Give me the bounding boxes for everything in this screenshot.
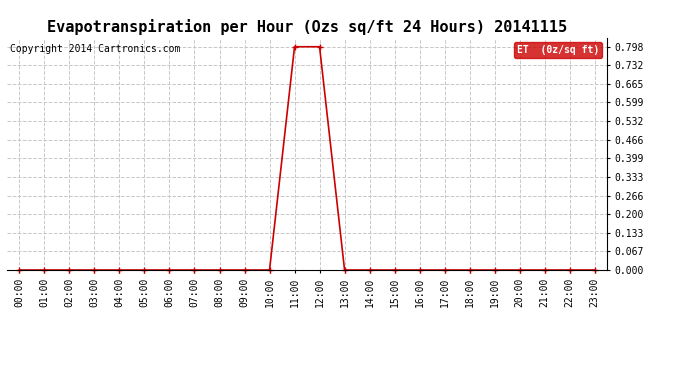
Title: Evapotranspiration per Hour (Ozs sq/ft 24 Hours) 20141115: Evapotranspiration per Hour (Ozs sq/ft 2… (47, 19, 567, 35)
Legend: ET  (0z/sq ft): ET (0z/sq ft) (514, 42, 602, 58)
Text: Copyright 2014 Cartronics.com: Copyright 2014 Cartronics.com (10, 45, 180, 54)
